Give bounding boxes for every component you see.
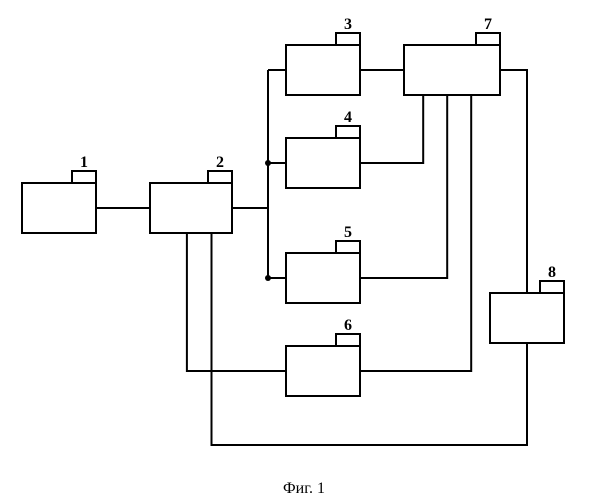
block-diagram: 1 2 3 4 5 6 7 8 Фиг. 1 xyxy=(0,0,609,500)
block-7: 7 xyxy=(404,16,500,95)
block-4: 4 xyxy=(286,109,360,188)
edge-7-6 xyxy=(360,95,471,371)
block-2: 2 xyxy=(150,154,232,233)
block-1: 1 xyxy=(22,154,96,233)
block-label-3: 3 xyxy=(344,16,352,33)
block-label-4: 4 xyxy=(344,109,352,126)
block-label-6: 6 xyxy=(344,317,352,334)
block-label-2: 2 xyxy=(216,154,224,171)
edge-7-4 xyxy=(360,95,423,163)
edge-7-5 xyxy=(360,95,447,278)
edge-2-6 xyxy=(187,233,286,371)
dot-bus-4 xyxy=(265,160,271,166)
edge-8-2 xyxy=(212,233,528,445)
figure-caption: Фиг. 1 xyxy=(283,480,325,497)
block-label-8: 8 xyxy=(548,264,556,281)
block-label-7: 7 xyxy=(484,16,492,33)
blocks: 1 2 3 4 5 6 7 8 xyxy=(22,16,564,396)
block-label-1: 1 xyxy=(80,154,88,171)
block-3: 3 xyxy=(286,16,360,95)
dot-bus-5 xyxy=(265,275,271,281)
edge-7-8 xyxy=(500,70,527,293)
block-5: 5 xyxy=(286,224,360,303)
block-6: 6 xyxy=(286,317,360,396)
block-label-5: 5 xyxy=(344,224,352,241)
